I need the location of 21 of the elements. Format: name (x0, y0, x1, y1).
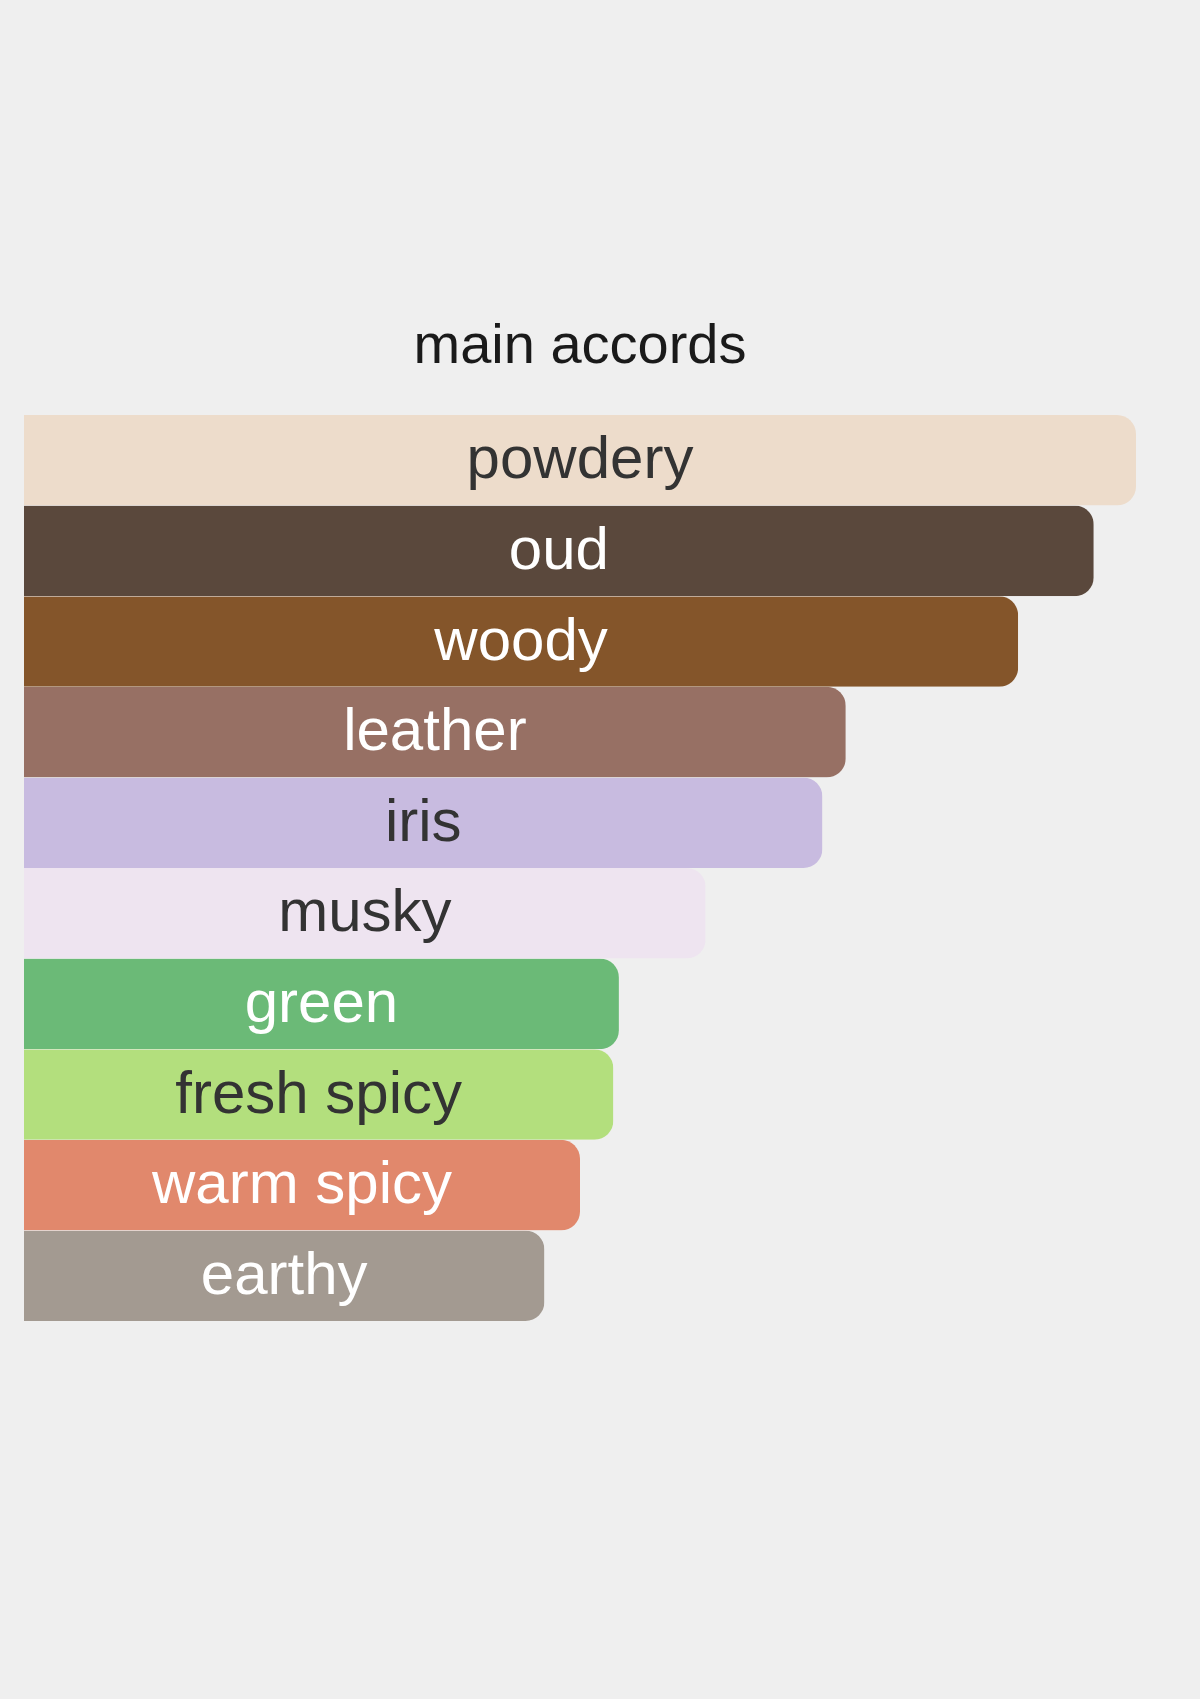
y-tick-label: earthy (200, 1239, 368, 1307)
bar (24, 1230, 545, 1321)
bar (24, 1139, 580, 1231)
bar (24, 415, 1136, 506)
bar (24, 1049, 614, 1140)
y-tick-label: oud (508, 514, 609, 582)
bar (24, 686, 846, 778)
y-tick-label: woody (433, 605, 608, 673)
y-tick-label: green (244, 967, 399, 1035)
bar (24, 868, 706, 959)
bar (24, 777, 823, 868)
y-tick-label: fresh spicy (175, 1058, 463, 1126)
y-tick-label: leather (343, 696, 527, 764)
y-tick-label: warm spicy (150, 1149, 453, 1217)
y-tick-label: iris (384, 786, 462, 854)
bar (24, 958, 619, 1050)
bar (24, 596, 1019, 687)
y-tick-label: musky (278, 877, 452, 945)
bar (24, 505, 1094, 597)
y-tick-label: powdery (466, 424, 694, 492)
chart-title: main accords (413, 312, 747, 375)
